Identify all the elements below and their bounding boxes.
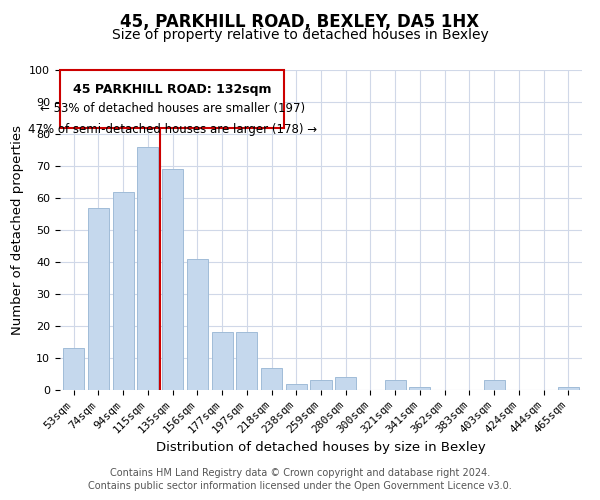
Bar [310,380,332,390]
Bar [137,147,158,390]
Y-axis label: Number of detached properties: Number of detached properties [11,125,24,335]
Bar [236,332,257,390]
Bar [286,384,307,390]
Text: ← 53% of detached houses are smaller (197): ← 53% of detached houses are smaller (19… [40,102,305,115]
Bar [113,192,134,390]
Bar [212,332,233,390]
Bar [162,169,183,390]
Bar [63,348,84,390]
Text: 45 PARKHILL ROAD: 132sqm: 45 PARKHILL ROAD: 132sqm [73,83,271,96]
X-axis label: Distribution of detached houses by size in Bexley: Distribution of detached houses by size … [156,441,486,454]
Text: Size of property relative to detached houses in Bexley: Size of property relative to detached ho… [112,28,488,42]
Bar [385,380,406,390]
Text: 45, PARKHILL ROAD, BEXLEY, DA5 1HX: 45, PARKHILL ROAD, BEXLEY, DA5 1HX [121,12,479,30]
Bar [335,377,356,390]
Bar [409,387,430,390]
Bar [88,208,109,390]
FancyBboxPatch shape [60,70,284,128]
Bar [187,259,208,390]
Bar [261,368,282,390]
Bar [558,387,579,390]
Text: 47% of semi-detached houses are larger (178) →: 47% of semi-detached houses are larger (… [28,123,317,136]
Text: Contains HM Land Registry data © Crown copyright and database right 2024.: Contains HM Land Registry data © Crown c… [110,468,490,477]
Text: Contains public sector information licensed under the Open Government Licence v3: Contains public sector information licen… [88,481,512,491]
Bar [484,380,505,390]
